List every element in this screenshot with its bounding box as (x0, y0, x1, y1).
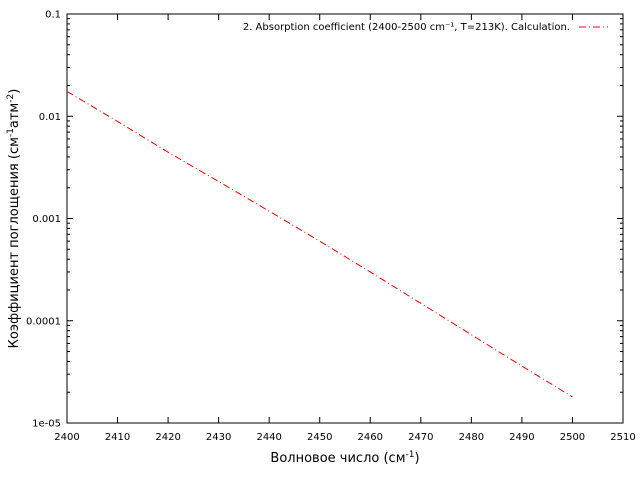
x-tick-label: 2500 (560, 432, 585, 443)
x-tick-label: 2400 (54, 432, 79, 443)
y-title-mid: атм (7, 103, 22, 128)
x-tick-label: 2460 (358, 432, 383, 443)
x-title-tail: ) (414, 451, 419, 466)
x-title-sup: -1 (406, 450, 415, 460)
axis-ticks: 2400 2410 2420 2430 2440 2450 2460 2470 2480 2490… (26, 10, 636, 444)
x-tick-label: 2410 (105, 432, 130, 443)
series-line (66, 90, 573, 398)
y-title-sup2: -2 (6, 94, 16, 103)
x-tick-label: 2430 (206, 432, 231, 443)
x-tick-label: 2480 (459, 432, 484, 443)
series-layer (66, 90, 573, 398)
x-tick-label: 2440 (256, 432, 281, 443)
x-title-base: Волновое число (см (270, 451, 405, 466)
legend: 2. Absorption coefficient (2400-2500 cm⁻… (243, 22, 608, 33)
y-tick-label: 1e-05 (32, 419, 61, 430)
y-tick-label: 0.01 (39, 112, 61, 123)
x-tick-label: 2450 (307, 432, 332, 443)
x-tick-label: 2470 (408, 432, 433, 443)
y-tick-label: 0.0001 (26, 316, 61, 327)
legend-label: 2. Absorption coefficient (2400-2500 cm⁻… (243, 22, 570, 33)
x-tick-label: 2510 (610, 432, 635, 443)
y-title-tail: ) (7, 89, 22, 94)
x-tick-label: 2490 (509, 432, 534, 443)
x-axis-title: Волновое число (см-1) (270, 450, 419, 466)
x-tick-label: 2420 (155, 432, 180, 443)
plot-frame (66, 13, 624, 424)
y-tick-label: 0.1 (45, 10, 61, 21)
y-tick-label: 0.001 (32, 214, 61, 225)
y-title-base: Коэффициент поглощения (см (7, 137, 22, 348)
y-axis-title: Коэффициент поглощения (см-1атм-2) (6, 89, 22, 349)
y-title-sup1: -1 (6, 128, 16, 137)
